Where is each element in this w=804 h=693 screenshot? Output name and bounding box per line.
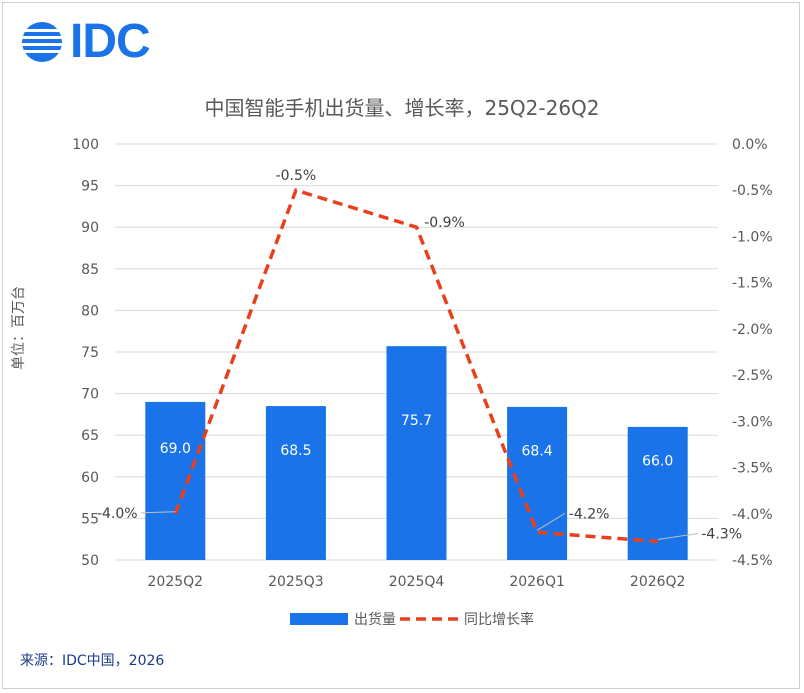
chart-title: 中国智能手机出货量、增长率，25Q2-26Q2 bbox=[204, 96, 600, 120]
line-data-label: -4.0% bbox=[97, 506, 138, 522]
bar bbox=[627, 426, 688, 560]
legend-label-line: 同比增长率 bbox=[464, 611, 534, 628]
y-tick-label: 100 bbox=[72, 137, 99, 153]
y-tick-label: 75 bbox=[81, 345, 99, 361]
y-tick-label: 55 bbox=[81, 511, 99, 527]
bar bbox=[145, 401, 206, 560]
globe-icon bbox=[20, 22, 64, 62]
y-tick-label: 50 bbox=[81, 553, 99, 569]
bar bbox=[265, 406, 326, 560]
y2-tick-label: -2.5% bbox=[732, 368, 773, 384]
y-tick-label: 60 bbox=[81, 470, 99, 486]
y-tick-label: 85 bbox=[81, 262, 99, 278]
y2-tick-label: -4.0% bbox=[732, 507, 773, 523]
legend-label-bar: 出货量 bbox=[354, 611, 396, 628]
bar bbox=[386, 346, 447, 560]
source-note: 来源：IDC中国，2026 bbox=[20, 653, 165, 669]
x-tick-label: 2026Q1 bbox=[509, 574, 565, 590]
idc-logo: IDC bbox=[20, 15, 151, 68]
growth-line bbox=[173, 188, 658, 544]
y-tick-label: 90 bbox=[81, 220, 99, 236]
leader-line bbox=[657, 533, 698, 541]
x-tick-label: 2025Q4 bbox=[389, 574, 445, 590]
bar-data-label: 69.0 bbox=[160, 441, 191, 457]
y2-tick-label: -3.5% bbox=[732, 461, 773, 477]
logo-text: IDC bbox=[70, 15, 151, 68]
y-tick-label: 95 bbox=[81, 179, 99, 195]
y2-tick-label: 0.0% bbox=[732, 137, 768, 153]
y2-tick-label: -2.0% bbox=[732, 322, 773, 338]
line-data-label: -0.9% bbox=[424, 215, 465, 231]
y-tick-label: 70 bbox=[81, 387, 99, 403]
leader-line bbox=[141, 511, 176, 514]
y2-tick-label: -3.0% bbox=[732, 414, 773, 430]
x-tick-label: 2025Q3 bbox=[268, 574, 324, 590]
bar-data-label: 75.7 bbox=[401, 413, 432, 429]
line-data-label: -4.2% bbox=[569, 506, 610, 522]
legend-swatch-bar bbox=[290, 613, 348, 625]
y-tick-label: 65 bbox=[81, 428, 99, 444]
line-data-label: -4.3% bbox=[701, 527, 742, 543]
leader-line bbox=[536, 512, 566, 531]
bar-data-label: 66.0 bbox=[642, 453, 673, 469]
line-data-label: -0.5% bbox=[276, 168, 317, 184]
y2-tick-label: -1.5% bbox=[732, 276, 773, 292]
bar-data-label: 68.5 bbox=[280, 443, 311, 459]
y2-tick-label: -0.5% bbox=[732, 183, 773, 199]
x-tick-label: 2026Q2 bbox=[630, 574, 686, 590]
y2-tick-label: -1.0% bbox=[732, 229, 773, 245]
y2-tick-label: -4.5% bbox=[732, 553, 773, 569]
bar bbox=[507, 406, 568, 560]
bar-data-label: 68.4 bbox=[522, 443, 553, 459]
x-tick-label: 2025Q2 bbox=[148, 574, 204, 590]
y-tick-label: 80 bbox=[81, 303, 99, 319]
